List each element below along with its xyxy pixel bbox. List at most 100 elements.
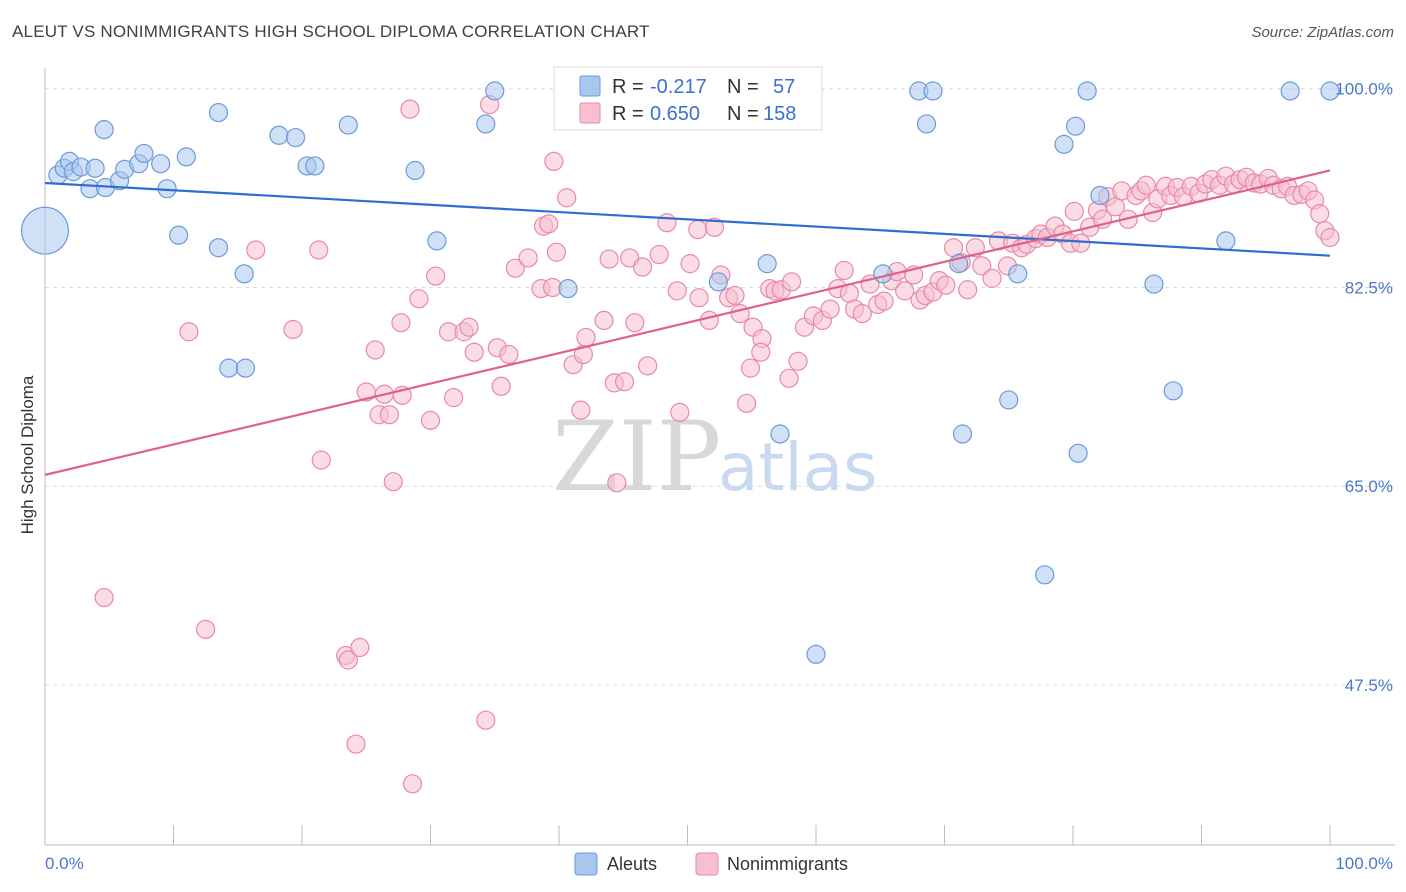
legend-r-value-1: -0.217 (650, 76, 707, 98)
nonimmigrants-point (874, 291, 894, 311)
source-note: Source: ZipAtlas.com (1251, 24, 1394, 41)
x-tick-label: 100.0% (1335, 854, 1393, 873)
aleuts-point (1054, 134, 1074, 154)
legend-r-label-1: R = (612, 76, 644, 98)
aleuts-point (176, 147, 196, 167)
nonimmigrants-point (614, 372, 635, 392)
legend-n-label-1: N = (727, 76, 759, 98)
aleuts-point (1163, 381, 1183, 401)
y-tick-label: 47.5% (1345, 676, 1393, 695)
series-aleuts-points (21, 81, 1340, 664)
legend-r-label-2: R = (612, 103, 644, 125)
nonimmigrants-point (464, 342, 484, 362)
nonimmigrants-point (982, 268, 1002, 288)
aleuts-point (1144, 274, 1164, 294)
nonimmigrants-point (444, 388, 464, 408)
nonimmigrants-point (309, 240, 329, 260)
legend-series: Aleuts Nonimmigrants (574, 852, 848, 876)
nonimmigrants-point (670, 402, 690, 423)
nonimmigrants-point (346, 734, 366, 754)
nonimmigrants-point (196, 619, 216, 639)
aleuts-point (1320, 81, 1340, 101)
nonimmigrants-point (667, 281, 687, 301)
nonimmigrants-point (557, 188, 577, 208)
aleuts-point (1008, 264, 1028, 284)
nonimmigrants-point (179, 322, 199, 342)
aleuts-point (923, 81, 943, 101)
nonimmigrants-point (751, 342, 771, 362)
nonimmigrants-point (852, 303, 872, 324)
y-axis-label: High School Diploma (18, 375, 37, 534)
nonimmigrants-point (576, 327, 596, 348)
nonimmigrants-point (625, 313, 645, 333)
nonimmigrants-point (632, 257, 653, 277)
legend-n-value-2: 158 (763, 103, 796, 125)
watermark: ZIP atlas (552, 401, 878, 513)
legend-n-value-1: 57 (773, 76, 795, 98)
aleuts-point (485, 81, 505, 101)
nonimmigrants-point (599, 249, 619, 269)
legend-stats: R = -0.217 N = 57 R = 0.650 N = 158 (553, 66, 823, 131)
nonimmigrants-point (607, 473, 627, 493)
nonimmigrants-point (546, 242, 567, 262)
aleuts-point (806, 644, 826, 664)
nonimmigrants-point (338, 650, 358, 670)
nonimmigrants-point (820, 299, 840, 319)
aleuts-point (208, 238, 229, 258)
aleuts-point (285, 127, 306, 148)
aleuts-point (952, 424, 973, 444)
nonimmigrants-point (402, 774, 423, 794)
nonimmigrants-point (499, 344, 519, 365)
nonimmigrants-point (725, 285, 745, 306)
nonimmigrants-point (649, 244, 669, 265)
watermark-atlas: atlas (718, 429, 878, 506)
nonimmigrants-point (779, 368, 799, 388)
nonimmigrants-point (539, 214, 559, 234)
aleuts-point (708, 272, 728, 292)
trend-lines (44, 169, 1331, 476)
legend-bottom-swatch-nonimmigrants (695, 852, 719, 876)
nonimmigrants-point (94, 587, 114, 608)
nonimmigrants-point (459, 317, 479, 337)
aleuts-point (757, 254, 777, 274)
nonimmigrants-point (1310, 204, 1330, 224)
nonimmigrants-point (594, 310, 614, 331)
nonimmigrants-point (476, 710, 496, 730)
aleuts-point (1090, 185, 1110, 206)
nonimmigrants-point (400, 99, 420, 119)
nonimmigrants-point (740, 358, 761, 378)
x-tick-label: 0.0% (45, 854, 84, 873)
nonimmigrants-point (544, 151, 564, 172)
aleuts-point (94, 120, 114, 140)
nonimmigrants-point (1071, 233, 1091, 253)
aleuts-point (1077, 81, 1097, 101)
aleuts-point (916, 114, 937, 134)
aleuts-point (234, 264, 254, 284)
aleuts-point (558, 279, 578, 299)
aleuts-point (1065, 116, 1086, 136)
nonimmigrants-point (657, 213, 677, 233)
nonimmigrants-point (958, 280, 978, 300)
nonimmigrants-point (1320, 227, 1340, 248)
legend-swatch-nonimmigrants (579, 102, 601, 124)
legend-r-value-2: 0.650 (650, 103, 700, 125)
nonimmigrants-point (680, 254, 700, 274)
chart-title: ALEUT VS NONIMMIGRANTS HIGH SCHOOL DIPLO… (12, 22, 650, 41)
aleuts-point (219, 358, 239, 378)
aleuts-trend-line (44, 181, 1331, 257)
nonimmigrants-point (409, 289, 429, 309)
nonimmigrants-point (781, 272, 802, 292)
nonimmigrants-point (283, 319, 303, 340)
nonimmigrants-point (895, 281, 915, 301)
nonimmigrants-point (391, 313, 411, 333)
aleuts-point (169, 225, 189, 245)
nonimmigrants-point (350, 637, 370, 658)
aleuts-point (21, 206, 69, 255)
nonimmigrants-point (311, 450, 331, 470)
nonimmigrants-point (688, 219, 708, 240)
legend-swatch-aleuts (579, 75, 601, 97)
y-tick-label: 65.0% (1345, 477, 1393, 496)
aleuts-point (338, 115, 358, 135)
y-tick-label: 82.5% (1345, 278, 1393, 297)
